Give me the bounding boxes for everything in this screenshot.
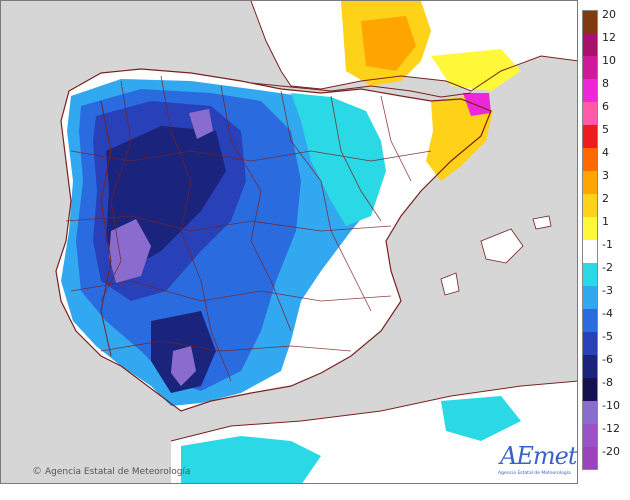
legend-swatch — [582, 355, 598, 378]
legend-swatch — [582, 102, 598, 125]
balearic-mallorca — [480, 228, 524, 264]
map-panel — [0, 0, 578, 484]
legend-swatch — [582, 378, 598, 401]
cold-area-purple-north — [189, 109, 213, 139]
balearic-ibiza — [440, 272, 460, 296]
africa-cold-patch — [181, 436, 321, 483]
france-coastline — [250, 1, 577, 92]
legend-swatch — [582, 148, 598, 171]
legend-swatch — [582, 240, 598, 263]
aemet-logo: AEmet Agencia Estatal de Meteorología — [494, 442, 577, 480]
legend-swatch — [582, 194, 598, 217]
balearic-menorca — [532, 215, 552, 230]
legend-label: -12 — [602, 422, 620, 435]
legend-label: 1 — [602, 215, 609, 228]
legend-swatch — [582, 309, 598, 332]
legend-label: 6 — [602, 100, 609, 113]
legend-label: -20 — [602, 445, 620, 458]
credit-line: © Agencia Estatal de Meteorología — [32, 466, 191, 477]
legend-swatch — [582, 263, 598, 286]
warm-area-france-core — [361, 16, 416, 71]
legend-label: 5 — [602, 123, 609, 136]
legend-swatch — [582, 79, 598, 102]
legend-label: 2 — [602, 192, 609, 205]
legend-swatch — [582, 56, 598, 79]
legend-swatch — [582, 401, 598, 424]
legend-swatch — [582, 217, 598, 240]
africa-cold-patch-east — [441, 396, 521, 441]
warm-area-catalonia-core — [463, 93, 491, 116]
legend-swatch — [582, 332, 598, 355]
legend-label: -1 — [602, 238, 613, 251]
africa-coastline — [170, 380, 577, 442]
legend-label: 20 — [602, 8, 616, 21]
copyright-icon: © — [32, 466, 42, 477]
legend-label: -10 — [602, 399, 620, 412]
legend-label: -2 — [602, 261, 613, 274]
portugal-border — [100, 100, 112, 357]
legend-swatch — [582, 171, 598, 194]
pyrenees-border — [250, 82, 472, 98]
legend-label: 4 — [602, 146, 609, 159]
legend-swatch — [582, 447, 598, 470]
legend-label: 12 — [602, 31, 616, 44]
region-borders — [65, 75, 432, 382]
legend-swatch — [582, 33, 598, 56]
legend-label: -4 — [602, 307, 613, 320]
legend-swatch — [582, 286, 598, 309]
credit-text: Agencia Estatal de Meteorología — [45, 466, 191, 477]
iberia-coastline — [55, 68, 492, 412]
legend-label: -5 — [602, 330, 613, 343]
legend-label: 3 — [602, 169, 609, 182]
color-legend: 20 12 10 8 6 5 4 3 2 1 -1 -2 -3 -4 -5 -6 -8 -10 -12 -20 — [582, 8, 628, 470]
legend-label: 10 — [602, 54, 616, 67]
warm-area-catalonia — [426, 96, 493, 181]
legend-label: -6 — [602, 353, 613, 366]
legend-swatch — [582, 125, 598, 148]
cold-area-purple-west — [109, 219, 151, 283]
legend-swatch — [582, 10, 598, 33]
legend-swatch — [582, 424, 598, 447]
iberia-anomaly-map — [1, 1, 577, 483]
warm-area-france-east — [431, 49, 521, 91]
logo-subtext: Agencia Estatal de Meteorología — [498, 471, 571, 476]
cold-area-purple-south — [171, 346, 196, 386]
legend-label: 8 — [602, 77, 609, 90]
legend-label: -3 — [602, 284, 613, 297]
legend-label: -8 — [602, 376, 613, 389]
logo-wordmark: AEmet — [500, 442, 577, 470]
